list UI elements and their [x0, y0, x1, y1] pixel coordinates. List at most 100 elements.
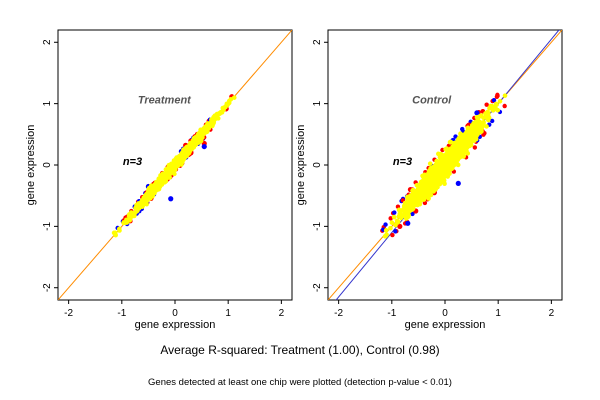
data-point [408, 205, 414, 211]
x-tick-label: 0 [442, 308, 448, 319]
data-point [424, 178, 430, 183]
data-point [465, 151, 471, 156]
data-point [455, 150, 460, 156]
data-point [183, 151, 188, 156]
outlier-point-blue [168, 196, 174, 202]
fringe-point [472, 145, 478, 150]
x-tick-label: -1 [387, 308, 396, 319]
data-point [384, 232, 389, 238]
data-point [458, 144, 463, 149]
data-point [204, 126, 210, 132]
y-tick-label: -2 [42, 283, 53, 292]
data-point [502, 93, 508, 98]
rsquared-caption: Average R-squared: Treatment (1.00), Con… [160, 343, 440, 357]
data-point [411, 196, 417, 201]
data-point [421, 197, 427, 202]
fringe-point [489, 118, 495, 124]
data-point [445, 158, 451, 164]
y-axis-label: gene expression [25, 125, 37, 206]
data-point [418, 179, 424, 185]
y-tick-label: 0 [312, 162, 323, 168]
x-tick-label: -1 [117, 308, 126, 319]
data-point [225, 101, 231, 107]
data-point [431, 189, 436, 194]
outlier-point-blue [455, 180, 461, 187]
data-point [195, 133, 201, 138]
data-point [145, 196, 151, 202]
data-point [219, 110, 225, 115]
data-point [454, 155, 460, 161]
x-tick-label: 1 [225, 308, 231, 319]
data-point [487, 106, 492, 111]
data-point [444, 169, 450, 175]
fringe-point [491, 97, 497, 103]
data-point [425, 186, 430, 191]
data-point [435, 179, 440, 184]
data-point [414, 182, 420, 188]
x-axis-label: gene expression [135, 319, 216, 331]
data-point [472, 132, 478, 137]
fringe-point [383, 222, 388, 227]
data-point [391, 214, 397, 220]
data-point [433, 164, 438, 170]
fringe-point [410, 211, 415, 217]
data-point [493, 101, 499, 107]
data-point [439, 166, 444, 172]
data-point [484, 124, 489, 129]
y-axis-label: gene expression [295, 125, 307, 206]
panel-title: Control [412, 95, 452, 107]
fringe-point [502, 103, 507, 109]
y-tick-label: -2 [312, 283, 323, 292]
data-point [406, 214, 411, 219]
scatter-panel-2: -2 -1 0 1 2 -2 -1 0 1 2 gene expression gene expres… [295, 29, 563, 331]
data-point [116, 226, 122, 232]
data-point [474, 114, 480, 120]
data-point [208, 120, 213, 126]
outlier-point-blue [405, 220, 411, 226]
data-point [395, 219, 400, 225]
data-point [155, 183, 160, 188]
data-point [474, 124, 479, 129]
data-point [126, 213, 132, 219]
data-point [405, 197, 410, 203]
data-point [175, 159, 181, 164]
x-tick-label: 0 [172, 308, 178, 319]
data-point [437, 151, 442, 157]
sample-count-label: n=3 [393, 156, 412, 168]
data-point [231, 95, 237, 100]
data-point [112, 230, 118, 236]
data-point [167, 168, 173, 174]
y-tick-label: -1 [42, 221, 53, 230]
data-point [447, 139, 453, 145]
detection-note: Genes detected at least one chip were pl… [148, 377, 452, 388]
fringe-point [392, 210, 397, 215]
y-tick-label: 0 [42, 162, 53, 168]
data-point [466, 137, 472, 143]
data-point [426, 191, 431, 196]
data-point [383, 228, 389, 233]
data-point [420, 188, 426, 194]
outlier-point-blue [474, 110, 480, 116]
data-point [434, 171, 439, 177]
data-point [415, 193, 421, 199]
fringe-point [484, 102, 489, 107]
plot-area [58, 30, 292, 300]
data-point [490, 108, 496, 113]
data-point [136, 205, 141, 211]
data-point [479, 124, 484, 129]
y-tick-label: -1 [312, 221, 323, 230]
data-point [463, 144, 468, 150]
sample-count-label: n=3 [123, 156, 142, 168]
data-point [431, 178, 437, 183]
data-point [181, 155, 186, 160]
y-tick-label: 2 [42, 39, 53, 45]
data-point [469, 125, 475, 130]
fringe-point [494, 94, 500, 100]
data-point [449, 166, 454, 172]
x-tick-label: 2 [279, 308, 285, 319]
data-point [448, 151, 454, 156]
panel-title: Treatment [138, 95, 192, 107]
data-point [190, 144, 196, 150]
x-tick-label: 1 [495, 308, 501, 319]
data-point [181, 147, 186, 152]
